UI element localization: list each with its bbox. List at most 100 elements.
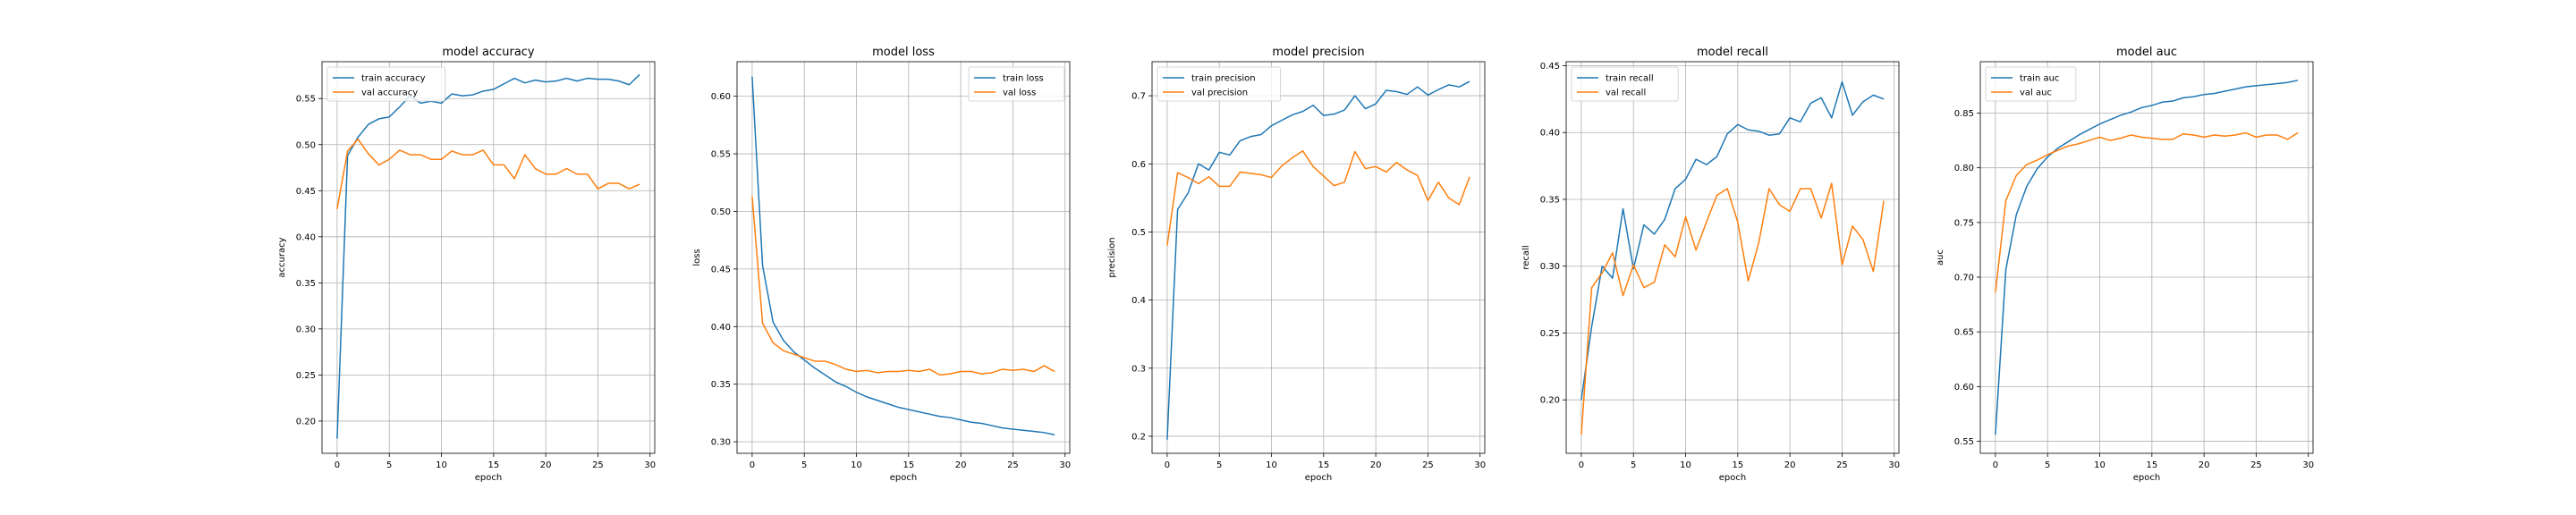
y-tick-label: 0.4 xyxy=(1131,296,1146,306)
chart-title: model precision xyxy=(1272,46,1364,59)
x-axis-label: epoch xyxy=(890,473,917,483)
legend-box xyxy=(326,66,445,102)
chart-title: model accuracy xyxy=(442,46,535,59)
chart-panel-3: 0 5 10 15 20 25 30 0.2 0.3 0.4 0.5 0.6 0.7 model prec… xyxy=(1107,46,1486,483)
x-tick-label: 25 xyxy=(592,460,604,470)
y-tick-label: 0.65 xyxy=(1954,328,1974,338)
y-axis-label: accuracy xyxy=(277,237,287,277)
x-axis-label: epoch xyxy=(475,473,502,483)
x-tick-label: 15 xyxy=(1732,460,1743,470)
y-tick-label: 0.35 xyxy=(296,279,316,289)
y-tick-label: 0.25 xyxy=(1540,329,1560,339)
series-line-train-precision xyxy=(1166,80,1470,440)
chart-panel-5: 0 5 10 15 20 25 30 0.55 0.60 0.65 0.70 0.75 0.80 0.85… xyxy=(1936,46,2314,483)
y-tick-label: 0.75 xyxy=(1954,218,1974,228)
chart-panel-4: 0 5 10 15 20 25 30 0.20 0.25 0.30 0.35 0.40 0.45 mode… xyxy=(1521,46,1900,483)
x-axis-label: epoch xyxy=(2133,473,2160,483)
y-tick-label: 0.60 xyxy=(1954,383,1974,393)
axes-frame xyxy=(321,61,656,454)
x-tick-label: 30 xyxy=(2302,460,2314,470)
y-tick-label: 0.55 xyxy=(1954,437,1974,447)
y-tick-label: 0.30 xyxy=(296,325,316,334)
series-line-train-accuracy xyxy=(336,73,640,439)
series-line-train-auc xyxy=(1995,80,2299,435)
legend-label: train recall xyxy=(1606,74,1654,84)
x-tick-label: 15 xyxy=(487,460,499,470)
y-tick-label: 0.7 xyxy=(1131,92,1146,102)
series-line-val-loss xyxy=(751,196,1055,376)
x-tick-label: 20 xyxy=(955,460,967,470)
legend-label: val loss xyxy=(1003,89,1036,98)
y-tick-label: 0.85 xyxy=(1954,109,1974,119)
x-tick-label: 5 xyxy=(1216,460,1222,470)
legend-label: val recall xyxy=(1606,89,1646,98)
axes-frame xyxy=(1979,61,2314,454)
series-line-train-loss xyxy=(751,76,1055,436)
legend-box xyxy=(1157,66,1281,102)
x-tick-label: 0 xyxy=(335,460,340,470)
legend: train loss val loss xyxy=(968,66,1065,102)
series-line-val-recall xyxy=(1580,182,1885,435)
x-tick-label: 20 xyxy=(540,460,552,470)
x-tick-label: 20 xyxy=(1784,460,1796,470)
series-line-val-auc xyxy=(1995,131,2299,293)
y-axis-label: recall xyxy=(1521,245,1531,269)
x-tick-label: 30 xyxy=(644,460,656,470)
legend-label: train accuracy xyxy=(361,74,426,84)
chart-panel-2: 0 5 10 15 20 25 30 0.30 0.35 0.40 0.45 0.50 0.55 0.60… xyxy=(692,46,1071,483)
y-tick-label: 0.40 xyxy=(711,323,731,333)
series-line-val-accuracy xyxy=(336,138,640,210)
x-tick-label: 25 xyxy=(1836,460,1848,470)
x-tick-label: 20 xyxy=(1370,460,1382,470)
series-line-val-precision xyxy=(1166,150,1470,246)
y-tick-label: 0.30 xyxy=(1540,262,1560,272)
series-line-train-recall xyxy=(1580,80,1885,401)
x-tick-label: 30 xyxy=(1059,460,1071,470)
y-tick-label: 0.45 xyxy=(711,265,731,274)
x-tick-label: 10 xyxy=(436,460,447,470)
y-tick-label: 0.20 xyxy=(296,417,316,426)
y-tick-label: 0.50 xyxy=(711,207,731,217)
legend-label: train auc xyxy=(2020,74,2059,84)
x-tick-label: 15 xyxy=(2146,460,2157,470)
x-tick-label: 0 xyxy=(1165,460,1170,470)
y-tick-label: 0.6 xyxy=(1131,160,1146,170)
legend-label: val accuracy xyxy=(361,89,418,98)
x-tick-label: 10 xyxy=(1266,460,1277,470)
legend: train accuracy val accuracy xyxy=(326,66,445,102)
x-tick-label: 5 xyxy=(386,460,392,470)
axes-frame xyxy=(1565,61,1900,454)
y-axis-label: loss xyxy=(692,249,702,266)
y-tick-label: 0.40 xyxy=(296,232,316,242)
x-tick-label: 20 xyxy=(2199,460,2210,470)
y-axis-label: auc xyxy=(1936,249,1945,266)
y-tick-label: 0.35 xyxy=(1540,195,1560,205)
y-tick-label: 0.2 xyxy=(1131,432,1146,442)
y-tick-label: 0.45 xyxy=(1540,62,1560,72)
chart-panel-1: 0 5 10 15 20 25 30 0.20 0.25 0.30 0.35 0.40 0.45 0.50… xyxy=(277,46,656,483)
y-tick-label: 0.35 xyxy=(711,380,731,390)
legend-label: train precision xyxy=(1191,74,1256,84)
x-tick-label: 5 xyxy=(2045,460,2050,470)
y-tick-label: 0.70 xyxy=(1954,274,1974,283)
chart-title: model recall xyxy=(1697,46,1768,59)
y-tick-label: 0.60 xyxy=(711,92,731,102)
x-tick-label: 25 xyxy=(1007,460,1019,470)
x-tick-label: 25 xyxy=(1422,460,1434,470)
legend: train recall val recall xyxy=(1571,66,1679,102)
x-tick-label: 5 xyxy=(1631,460,1636,470)
x-tick-label: 10 xyxy=(851,460,862,470)
y-tick-label: 0.3 xyxy=(1131,364,1146,374)
x-tick-label: 5 xyxy=(801,460,807,470)
y-tick-label: 0.55 xyxy=(711,150,731,160)
y-tick-label: 0.80 xyxy=(1954,164,1974,173)
y-tick-label: 0.25 xyxy=(296,371,316,381)
y-tick-label: 0.40 xyxy=(1540,129,1560,139)
chart-title: model loss xyxy=(872,46,935,59)
x-tick-label: 30 xyxy=(1888,460,1900,470)
y-tick-label: 0.20 xyxy=(1540,396,1560,406)
x-axis-label: epoch xyxy=(1719,473,1746,483)
x-tick-label: 0 xyxy=(1993,460,1998,470)
legend-label: train loss xyxy=(1003,74,1044,84)
